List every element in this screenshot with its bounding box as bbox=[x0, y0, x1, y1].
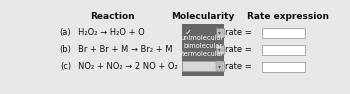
Text: unimolecular: unimolecular bbox=[181, 35, 224, 41]
Text: Molecularity: Molecularity bbox=[171, 12, 234, 21]
Bar bbox=[216, 61, 223, 71]
Bar bbox=[216, 28, 224, 38]
Text: NO₂ + NO₂ → 2 NO + O₂: NO₂ + NO₂ → 2 NO + O₂ bbox=[78, 62, 177, 71]
Text: termolecular: termolecular bbox=[181, 51, 224, 57]
Text: rate =: rate = bbox=[225, 28, 251, 37]
Bar bbox=[262, 45, 305, 55]
Text: rate =: rate = bbox=[225, 45, 251, 54]
Text: ✓: ✓ bbox=[185, 28, 192, 37]
Bar bbox=[216, 45, 224, 54]
Bar bbox=[262, 62, 305, 72]
Bar bbox=[182, 61, 224, 71]
Text: Br + Br + M → Br₂ + M: Br + Br + M → Br₂ + M bbox=[78, 45, 172, 54]
Bar bbox=[262, 28, 305, 38]
Text: ▾: ▾ bbox=[218, 47, 221, 52]
Text: H₂O₂ → H₂O + O: H₂O₂ → H₂O + O bbox=[78, 28, 145, 37]
Bar bbox=[182, 24, 224, 76]
Text: Reaction: Reaction bbox=[90, 12, 134, 21]
Text: bimolecular: bimolecular bbox=[183, 43, 222, 49]
Text: rate =: rate = bbox=[225, 62, 251, 71]
Text: (b): (b) bbox=[60, 45, 71, 54]
Text: Rate expression: Rate expression bbox=[247, 12, 329, 21]
Text: (c): (c) bbox=[60, 62, 71, 71]
Text: ▾: ▾ bbox=[218, 64, 221, 69]
Text: (a): (a) bbox=[60, 28, 71, 37]
Text: ▾: ▾ bbox=[218, 30, 221, 35]
